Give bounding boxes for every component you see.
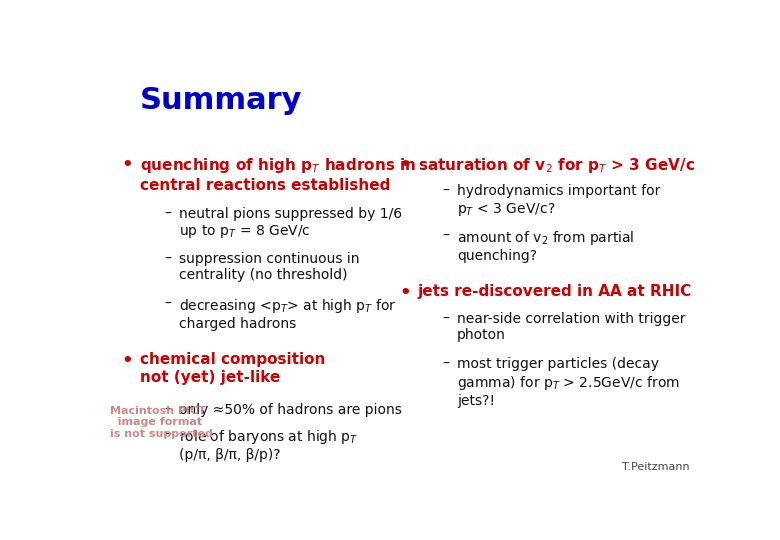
Text: •: • — [122, 352, 133, 370]
Text: Summary: Summary — [140, 85, 303, 114]
Text: near-side correlation with trigger
photon: near-side correlation with trigger photo… — [457, 312, 686, 342]
Text: chemical composition
not (yet) jet-like: chemical composition not (yet) jet-like — [140, 352, 325, 384]
Text: –: – — [442, 312, 449, 326]
Text: suppression continuous in
centrality (no threshold): suppression continuous in centrality (no… — [179, 252, 360, 282]
Text: decreasing <p$_T$> at high p$_T$ for
charged hadrons: decreasing <p$_T$> at high p$_T$ for cha… — [179, 297, 397, 331]
Text: jets re-discovered in AA at RHIC: jets re-discovered in AA at RHIC — [418, 285, 692, 299]
Text: only ≈50% of hadrons are pions: only ≈50% of hadrons are pions — [179, 403, 402, 417]
Text: saturation of v$_2$ for p$_T$ > 3 GeV/c: saturation of v$_2$ for p$_T$ > 3 GeV/c — [418, 156, 695, 176]
Text: most trigger particles (decay
gamma) for p$_T$ > 2.5GeV/c from
jets?!: most trigger particles (decay gamma) for… — [457, 357, 680, 408]
Text: –: – — [442, 229, 449, 243]
Text: •: • — [122, 156, 133, 174]
Text: neutral pions suppressed by 1/6
up to p$_T$ = 8 GeV/c: neutral pions suppressed by 1/6 up to p$… — [179, 207, 402, 240]
Text: –: – — [164, 297, 171, 311]
Text: –: – — [442, 357, 449, 371]
Text: –: – — [442, 184, 449, 198]
Text: Macintosh PICT
  image format
is not supported: Macintosh PICT image format is not suppo… — [109, 406, 212, 439]
Text: –: – — [164, 252, 171, 266]
Text: role of baryons at high p$_T$
(p/π, β/π, β/p)?: role of baryons at high p$_T$ (p/π, β/π,… — [179, 428, 359, 462]
Text: quenching of high p$_T$ hadrons in
central reactions established: quenching of high p$_T$ hadrons in centr… — [140, 156, 416, 193]
Text: •: • — [399, 285, 411, 302]
Text: T.Peitzmann: T.Peitzmann — [622, 462, 690, 472]
Text: amount of v$_2$ from partial
quenching?: amount of v$_2$ from partial quenching? — [457, 229, 635, 263]
Text: hydrodynamics important for
p$_T$ < 3 GeV/c?: hydrodynamics important for p$_T$ < 3 Ge… — [457, 184, 661, 218]
Text: –: – — [164, 428, 171, 442]
Text: •: • — [399, 156, 411, 174]
Text: –: – — [164, 207, 171, 221]
Text: –: – — [164, 403, 171, 417]
